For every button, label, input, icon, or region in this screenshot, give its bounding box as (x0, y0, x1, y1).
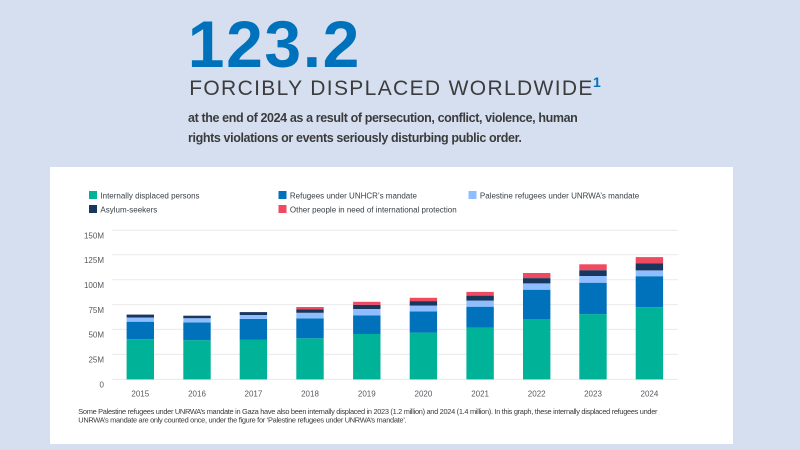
svg-text:2022: 2022 (528, 389, 546, 398)
svg-text:2015: 2015 (131, 389, 149, 398)
svg-text:Some Palestine refugees under: Some Palestine refugees under UNRWA’s ma… (78, 407, 658, 416)
svg-text:Palestine refugees under UNRWA: Palestine refugees under UNRWA’s mandate (480, 192, 640, 201)
svg-text:2021: 2021 (471, 389, 489, 398)
svg-text:2019: 2019 (358, 389, 376, 398)
svg-text:150M: 150M (84, 231, 104, 240)
svg-text:125M: 125M (84, 256, 104, 265)
svg-text:2017: 2017 (245, 389, 263, 398)
svg-text:0: 0 (100, 381, 105, 390)
svg-text:Refugees under UNHCR’s mandate: Refugees under UNHCR’s mandate (290, 192, 418, 201)
svg-text:2018: 2018 (301, 389, 319, 398)
svg-text:25M: 25M (88, 355, 104, 364)
svg-text:2024: 2024 (641, 389, 659, 398)
svg-text:75M: 75M (88, 306, 104, 315)
svg-text:2023: 2023 (584, 389, 602, 398)
svg-text:UNRWA’s mandate are only count: UNRWA’s mandate are only counted once, u… (78, 416, 406, 425)
svg-text:2020: 2020 (415, 389, 433, 398)
svg-text:100M: 100M (84, 281, 104, 290)
svg-text:Other people in need of intern: Other people in need of international pr… (290, 206, 457, 215)
svg-text:Internally displaced persons: Internally displaced persons (100, 192, 199, 201)
svg-text:Asylum-seekers: Asylum-seekers (100, 206, 157, 215)
svg-text:50M: 50M (88, 331, 104, 340)
svg-text:2016: 2016 (188, 389, 206, 398)
